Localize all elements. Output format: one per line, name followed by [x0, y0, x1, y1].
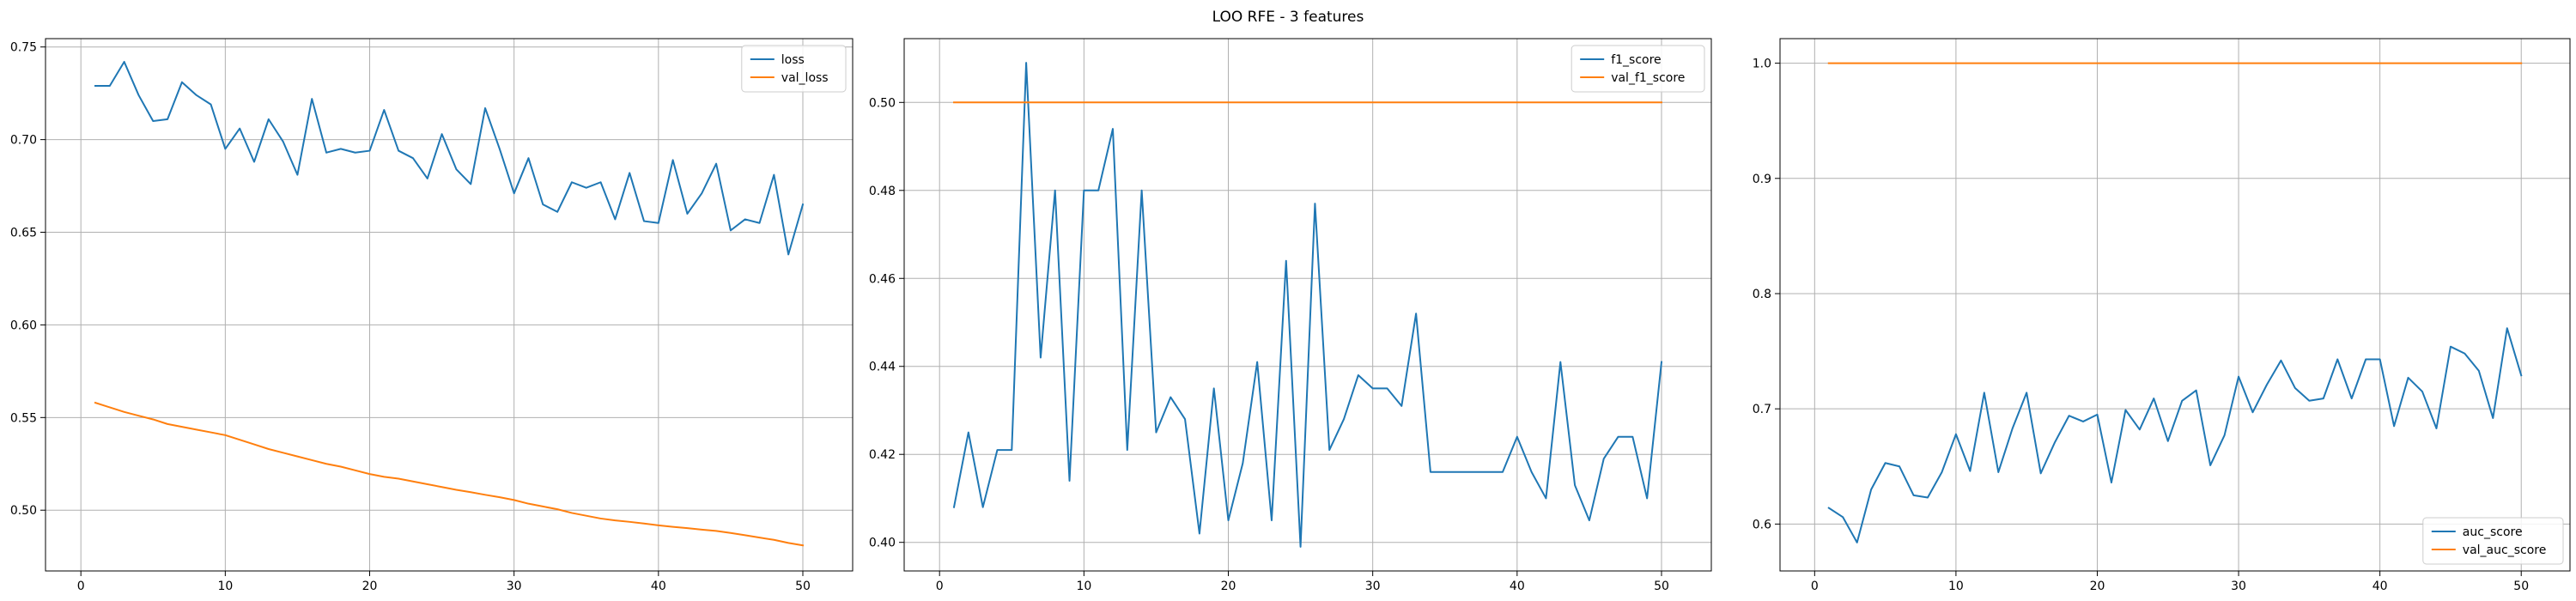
- x-tick-label: 10: [1948, 580, 1964, 593]
- subplot-auc: 0 10 20 30 40 50 0.6 0.7 0.8 0.9 1.0 auc_score val_…: [1753, 38, 2571, 593]
- y-tick-label: 0.7: [1753, 403, 1771, 416]
- plot-area: [1780, 39, 2570, 571]
- legend-box: [2422, 517, 2564, 565]
- x-tick-label: 10: [1076, 580, 1091, 593]
- legend-label: val_loss: [781, 71, 829, 85]
- axes-frame: [903, 38, 1712, 572]
- series-line-loss: [94, 60, 805, 256]
- x-tick-label: 40: [1510, 580, 1525, 593]
- x-tick-label: 10: [217, 580, 233, 593]
- legend: f1_score val_f1_score: [1571, 45, 1705, 93]
- y-tick-label: 0.6: [1753, 518, 1771, 531]
- axes-frame: [1779, 38, 2571, 572]
- y-tick-label: 0.9: [1753, 173, 1771, 186]
- y-tick-label: 0.50: [869, 96, 896, 110]
- ticks: 0 10 20 30 40 50 0.40 0.42 0.44 0.46 0.48 0.50: [869, 96, 1669, 593]
- y-tick-label: 0.50: [10, 504, 37, 518]
- legend-box: [741, 45, 847, 93]
- y-tick-label: 0.60: [10, 319, 37, 332]
- legend-label: val_auc_score: [2463, 543, 2547, 557]
- legend: auc_score val_auc_score: [2422, 517, 2564, 565]
- ticks: 0 10 20 30 40 50 0.50 0.55 0.60 0.65 0.70 0.75: [10, 41, 811, 593]
- y-tick-label: 0.65: [10, 227, 37, 240]
- x-tick-label: 50: [1654, 580, 1669, 593]
- figure-title: LOO RFE - 3 features: [1212, 9, 1364, 26]
- y-tick-label: 0.42: [869, 448, 896, 462]
- series-line-val_loss: [94, 401, 805, 547]
- x-tick-label: 50: [2513, 580, 2529, 593]
- y-tick-label: 0.46: [869, 272, 896, 286]
- y-tick-label: 0.40: [869, 537, 896, 550]
- x-tick-label: 40: [2372, 580, 2388, 593]
- x-tick-label: 50: [795, 580, 811, 593]
- y-tick-label: 0.70: [10, 134, 37, 148]
- x-tick-label: 20: [1221, 580, 1236, 593]
- legend-label: f1_score: [1611, 53, 1661, 67]
- plot-area: [904, 39, 1711, 571]
- x-tick-label: 20: [2090, 580, 2105, 593]
- y-tick-label: 0.44: [869, 361, 896, 374]
- legend-label: auc_score: [2463, 525, 2523, 539]
- y-tick-label: 0.75: [10, 41, 37, 55]
- x-tick-label: 40: [651, 580, 666, 593]
- series-line-auc_score: [1827, 327, 2523, 543]
- x-tick-label: 0: [936, 580, 944, 593]
- subplot-f1: 0 10 20 30 40 50 0.40 0.42 0.44 0.46 0.48 0.50 f1_s…: [869, 38, 1712, 593]
- ticks: 0 10 20 30 40 50 0.6 0.7 0.8 0.9 1.0: [1753, 58, 2529, 593]
- subplot-loss: 0 10 20 30 40 50 0.50 0.55 0.60 0.65 0.70 0.75 loss…: [10, 38, 854, 593]
- x-tick-label: 20: [362, 580, 378, 593]
- y-tick-label: 0.8: [1753, 288, 1771, 301]
- legend: loss val_loss: [741, 45, 847, 93]
- x-tick-label: 30: [2231, 580, 2246, 593]
- legend-box: [1571, 45, 1705, 93]
- y-tick-label: 0.48: [869, 185, 896, 198]
- series-group: [94, 60, 805, 547]
- x-tick-label: 0: [1811, 580, 1819, 593]
- legend-label: val_f1_score: [1611, 71, 1685, 85]
- y-tick-label: 1.0: [1753, 58, 1771, 71]
- series-line-f1_score: [952, 62, 1663, 548]
- grid: [46, 39, 853, 571]
- x-tick-label: 0: [77, 580, 85, 593]
- grid: [1780, 39, 2570, 571]
- series-group: [952, 62, 1663, 548]
- x-tick-label: 30: [507, 580, 522, 593]
- axes-frame: [45, 38, 854, 572]
- legend-label: loss: [781, 53, 805, 67]
- series-group: [1827, 62, 2523, 543]
- y-tick-label: 0.55: [10, 411, 37, 425]
- plot-area: [46, 39, 853, 571]
- x-tick-label: 30: [1365, 580, 1381, 593]
